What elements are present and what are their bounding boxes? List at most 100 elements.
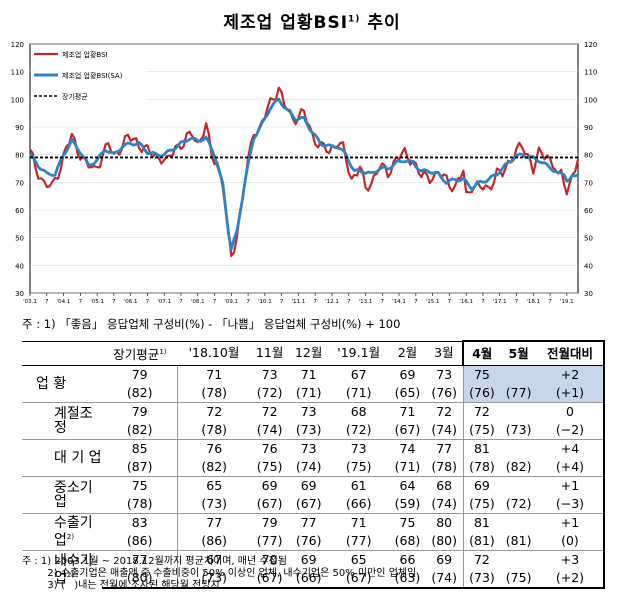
x-tick-label: '06.1 — [124, 299, 138, 305]
table-cell — [500, 513, 537, 532]
table-cell-forecast: (76) — [431, 385, 457, 400]
header-col-3: 12월 — [289, 340, 329, 366]
x-tick-label: 7 — [45, 299, 49, 305]
table-cell: 72 — [177, 402, 251, 421]
table-cell-forecast: (65) — [394, 385, 421, 400]
table-cell: 85 — [102, 439, 178, 458]
table-cell: 74 — [389, 439, 426, 458]
table-cell: 69 — [289, 550, 329, 569]
x-tick-label: 7 — [448, 299, 452, 305]
legend-box — [34, 48, 146, 106]
y-tick-label-right: 80 — [584, 152, 593, 160]
note-1: 주 : 1) 2003.1월 ~ 2018.12월까지 평균치이며, 매년 수정… — [22, 556, 287, 567]
table-cell: 68 — [425, 476, 464, 495]
bsi-line-chart: 30 30 40 40 50 50 60 60 70 70 80 80 90 90 100 100 110 110… — [11, 41, 598, 305]
table-cell-forecast: (−2) — [536, 421, 606, 440]
header-col-1: '18.10월 — [177, 340, 251, 366]
table-cell: 72 — [425, 402, 464, 421]
table-cell: 72 — [462, 402, 501, 421]
y-tick-label-left: 100 — [11, 96, 24, 104]
table-row: 중소기업 75 65 69 69 61 64 68 69 +1 — [22, 476, 606, 514]
y-tick-label-left: 80 — [15, 152, 24, 160]
table-cell: 71 — [289, 365, 329, 384]
x-tick-label: '08.1 — [191, 299, 205, 305]
table-cell-forecast: (78) — [431, 459, 457, 474]
x-tick-label: 7 — [179, 299, 183, 305]
table-cell-forecast: (72) — [505, 496, 532, 511]
table-cell-forecast: (72) — [256, 385, 283, 400]
legend-label: 제조업 업황BSI — [62, 50, 108, 59]
y-tick-label-left: 110 — [11, 69, 24, 77]
row-label: 업 황 — [22, 365, 102, 403]
table-cell-forecast: (71) — [345, 385, 372, 400]
table-cell: 70 — [250, 550, 290, 569]
x-tick-label: 7 — [79, 299, 83, 305]
y-tick-label-left: 120 — [11, 41, 24, 49]
table-cell-forecast: (78) — [177, 384, 251, 403]
header-col-9: 전월대비 — [536, 340, 606, 366]
table-cell-forecast: (81) — [462, 532, 501, 551]
x-tick-label: '10.1 — [258, 299, 272, 305]
table-cell-forecast: (73) — [462, 569, 501, 589]
table-cell-forecast: (75) — [256, 459, 283, 474]
y-tick-label-right: 100 — [584, 96, 597, 104]
table-cell-forecast: (+4) — [536, 458, 606, 477]
table-cell: 67 — [328, 365, 390, 384]
table-cell-forecast: (66) — [289, 569, 329, 589]
table-cell-forecast: (72) — [345, 422, 372, 437]
table-cell: 72 — [462, 550, 501, 569]
header-corner — [22, 340, 102, 366]
table-cell: +4 — [536, 439, 606, 458]
table-cell-forecast: (77) — [345, 533, 372, 548]
table-cell: 71 — [328, 513, 390, 532]
table-cell: 71 — [389, 402, 426, 421]
table-cell-forecast: (78) — [177, 421, 251, 440]
table-cell: 79 — [102, 402, 178, 421]
table-row: (86) (86) (77) (76) (77) (68) (80) (81) (81) (0) — [22, 532, 606, 551]
table-notes: 주 : 1) 2003.1월 ~ 2018.12월까지 평균치이며, 매년 수정… — [22, 556, 416, 592]
table-cell-forecast: (80) — [102, 569, 178, 589]
x-tick-label: '04.1 — [57, 299, 71, 305]
table-cell-forecast: (76) — [295, 533, 322, 548]
x-tick-label: 7 — [381, 299, 385, 305]
table-cell: 65 — [328, 550, 390, 569]
table-row: 내수기업2) 77 67 70 69 65 66 69 72 +3 — [22, 550, 606, 588]
table-cell-forecast: (80) — [431, 533, 457, 548]
table-cell-forecast: (+1) — [536, 384, 606, 403]
x-tick-label: '12.1 — [325, 299, 339, 305]
table-cell: 72 — [250, 402, 290, 421]
x-tick-label: '18.1 — [526, 299, 540, 305]
table-cell — [500, 550, 537, 569]
table-cell: 73 — [328, 439, 390, 458]
table-cell-forecast: (86) — [126, 533, 153, 548]
y-tick-label-right: 30 — [584, 290, 593, 298]
table-cell-forecast: (82) — [505, 459, 532, 474]
table-row: (87) (82) (75) (74) (75) (71) (78) (78) (82) (+4) — [22, 458, 606, 477]
table-cell: 61 — [328, 476, 390, 495]
header-col-2: 11월 — [250, 340, 290, 366]
table-cell-forecast: (76) — [462, 384, 501, 403]
table-cell-forecast: (73) — [177, 569, 251, 589]
x-tick-label: '13.1 — [359, 299, 373, 305]
x-tick-label: 7 — [246, 299, 250, 305]
table-cell: +1 — [536, 513, 606, 532]
y-tick-label-right: 50 — [584, 235, 593, 243]
table-cell: 81 — [462, 439, 501, 458]
table-cell: 69 — [289, 476, 329, 495]
x-tick-label: '15.1 — [426, 299, 440, 305]
x-tick-label: 7 — [213, 299, 217, 305]
table-cell: 73 — [289, 402, 329, 421]
x-tick-label: 7 — [347, 299, 351, 305]
y-tick-label-right: 60 — [584, 207, 593, 215]
table-cell: +3 — [536, 550, 606, 569]
x-tick-label: 7 — [112, 299, 116, 305]
table-cell-forecast: (63) — [389, 569, 426, 589]
table-cell: 83 — [102, 513, 178, 532]
header-col-6: 3월 — [425, 340, 464, 366]
table-cell: +1 — [536, 476, 606, 495]
x-tick-label: '07.1 — [157, 299, 171, 305]
table-cell: 68 — [328, 402, 390, 421]
table-cell-forecast: (67) — [256, 496, 283, 511]
table-cell: 77 — [102, 550, 178, 569]
table-cell-forecast: (77) — [500, 384, 537, 403]
